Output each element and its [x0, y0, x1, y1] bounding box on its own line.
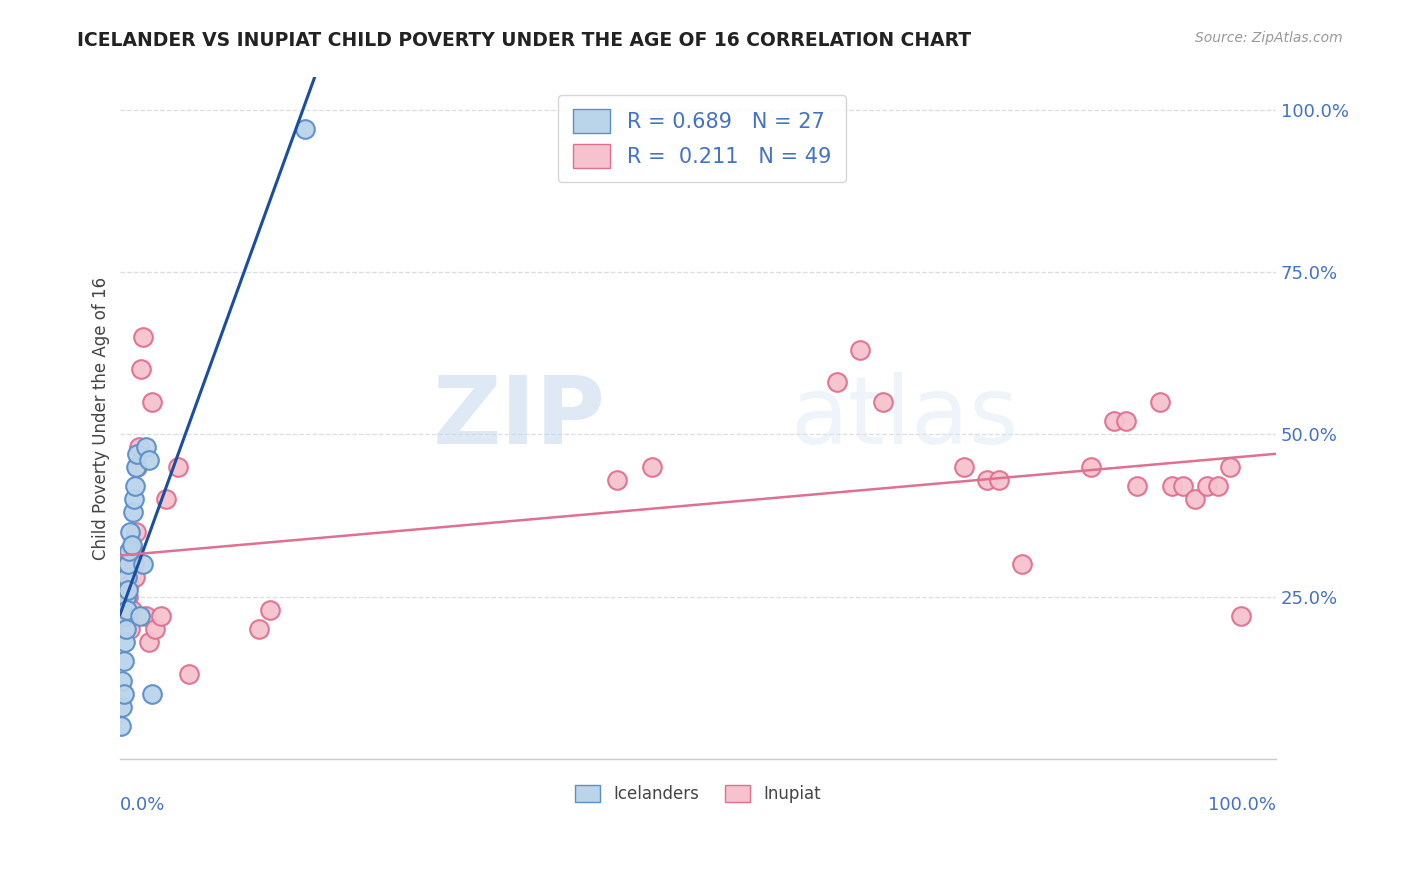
- Point: [641, 459, 664, 474]
- Point: [127, 447, 149, 461]
- Text: 0.0%: 0.0%: [120, 797, 166, 814]
- Point: [294, 122, 316, 136]
- Point: [122, 492, 145, 507]
- Point: [117, 583, 139, 598]
- Point: [138, 635, 160, 649]
- Point: [1161, 479, 1184, 493]
- Point: [121, 505, 143, 519]
- Point: [259, 602, 281, 616]
- Point: [1149, 395, 1171, 409]
- Point: [124, 479, 146, 493]
- Point: [1206, 479, 1229, 493]
- Text: 100.0%: 100.0%: [1208, 797, 1277, 814]
- Point: [112, 622, 135, 636]
- Point: [1011, 557, 1033, 571]
- Point: [1115, 414, 1137, 428]
- Point: [1230, 609, 1253, 624]
- Y-axis label: Child Poverty Under the Age of 16: Child Poverty Under the Age of 16: [93, 277, 110, 559]
- Point: [128, 609, 150, 624]
- Point: [132, 557, 155, 571]
- Point: [114, 590, 136, 604]
- Point: [1173, 479, 1195, 493]
- Point: [141, 687, 163, 701]
- Text: Source: ZipAtlas.com: Source: ZipAtlas.com: [1195, 31, 1343, 45]
- Point: [167, 459, 190, 474]
- Legend: Icelanders, Inupiat: Icelanders, Inupiat: [567, 777, 830, 812]
- Point: [111, 699, 134, 714]
- Point: [606, 473, 628, 487]
- Point: [129, 362, 152, 376]
- Point: [149, 609, 172, 624]
- Point: [121, 544, 143, 558]
- Point: [115, 622, 138, 636]
- Point: [122, 557, 145, 571]
- Point: [115, 602, 138, 616]
- Point: [111, 609, 134, 624]
- Point: [125, 459, 148, 474]
- Point: [115, 609, 138, 624]
- Point: [953, 459, 976, 474]
- Point: [115, 557, 138, 571]
- Point: [114, 635, 136, 649]
- Point: [118, 576, 141, 591]
- Point: [115, 570, 138, 584]
- Point: [143, 622, 166, 636]
- Point: [117, 557, 139, 571]
- Point: [112, 655, 135, 669]
- Point: [117, 590, 139, 604]
- Point: [127, 459, 149, 474]
- Point: [872, 395, 894, 409]
- Point: [825, 376, 848, 390]
- Point: [132, 330, 155, 344]
- Point: [125, 524, 148, 539]
- Point: [134, 609, 156, 624]
- Point: [849, 343, 872, 357]
- Point: [120, 524, 142, 539]
- Point: [115, 570, 138, 584]
- Point: [120, 622, 142, 636]
- Point: [987, 473, 1010, 487]
- Point: [1126, 479, 1149, 493]
- Point: [141, 395, 163, 409]
- Point: [115, 590, 138, 604]
- Point: [1102, 414, 1125, 428]
- Point: [1080, 459, 1102, 474]
- Point: [110, 719, 132, 733]
- Point: [124, 570, 146, 584]
- Text: atlas: atlas: [790, 372, 1019, 464]
- Point: [111, 673, 134, 688]
- Text: ZIP: ZIP: [433, 372, 606, 464]
- Point: [1195, 479, 1218, 493]
- Point: [179, 667, 201, 681]
- Point: [134, 440, 156, 454]
- Point: [976, 473, 998, 487]
- Point: [1219, 459, 1241, 474]
- Point: [112, 687, 135, 701]
- Point: [128, 440, 150, 454]
- Point: [138, 453, 160, 467]
- Point: [121, 602, 143, 616]
- Point: [114, 609, 136, 624]
- Text: ICELANDER VS INUPIAT CHILD POVERTY UNDER THE AGE OF 16 CORRELATION CHART: ICELANDER VS INUPIAT CHILD POVERTY UNDER…: [77, 31, 972, 50]
- Point: [121, 538, 143, 552]
- Point: [1184, 492, 1206, 507]
- Point: [118, 544, 141, 558]
- Point: [155, 492, 177, 507]
- Point: [247, 622, 270, 636]
